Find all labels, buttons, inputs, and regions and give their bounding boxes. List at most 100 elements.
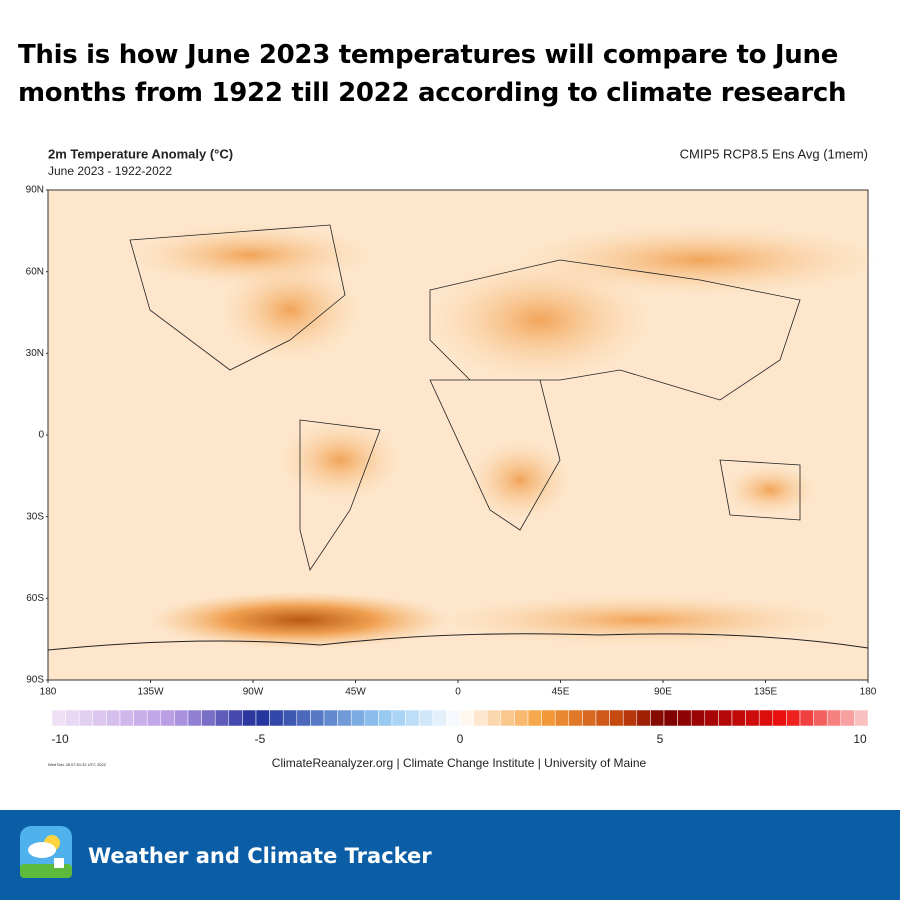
lat-label: 30S bbox=[26, 511, 44, 522]
colorbar-swatch bbox=[378, 709, 393, 727]
colorbar-swatch bbox=[758, 709, 774, 727]
colorbar-swatch bbox=[337, 709, 352, 727]
colorbar-swatch bbox=[106, 709, 121, 727]
colorbar-swatch bbox=[650, 709, 665, 727]
colorbar-swatch bbox=[92, 709, 107, 727]
colorbar-tick-label: 10 bbox=[853, 732, 867, 746]
lat-label: 30N bbox=[26, 348, 44, 359]
coastline bbox=[129, 224, 801, 571]
colorbar-swatch bbox=[568, 709, 583, 727]
lon-label: 135W bbox=[137, 687, 164, 698]
anomaly-region bbox=[220, 260, 360, 360]
colorbar-swatch bbox=[296, 709, 311, 727]
colorbar-swatch bbox=[65, 709, 80, 727]
colorbar-swatch bbox=[459, 709, 474, 727]
colorbar-swatch bbox=[582, 709, 597, 727]
map-area bbox=[47, 189, 880, 681]
anomaly-region bbox=[470, 440, 570, 520]
colorbar-tick-label: -10 bbox=[51, 732, 69, 746]
lat-label: 90S bbox=[26, 675, 44, 686]
app-icon bbox=[20, 826, 72, 878]
colorbar-swatch bbox=[364, 709, 379, 727]
lon-label: 45E bbox=[552, 687, 570, 698]
colorbar-swatch bbox=[242, 709, 257, 727]
colorbar-swatch bbox=[690, 709, 706, 727]
lon-label: 180 bbox=[40, 687, 57, 698]
lat-label: 90N bbox=[26, 185, 44, 196]
colorbar-swatch bbox=[500, 709, 515, 727]
colorbar-swatch bbox=[418, 709, 434, 727]
colorbar-swatch bbox=[473, 709, 488, 727]
colorbar-swatch bbox=[677, 709, 692, 727]
lon-label: 180 bbox=[860, 687, 877, 698]
lon-label: 45W bbox=[345, 687, 366, 698]
colorbar-swatch bbox=[78, 709, 94, 727]
colorbar: -10 -5 0 5 10 bbox=[51, 709, 869, 746]
colorbar-swatch bbox=[541, 709, 556, 727]
colorbar-swatch bbox=[786, 709, 801, 727]
colorbar-swatch bbox=[840, 709, 855, 727]
anomaly-region bbox=[440, 595, 840, 645]
colorbar-swatch bbox=[310, 709, 325, 727]
colorbar-swatch bbox=[214, 709, 230, 727]
colorbar-swatch bbox=[146, 709, 162, 727]
colorbar-swatch bbox=[405, 709, 420, 727]
coastline bbox=[47, 633, 869, 651]
colorbar-swatch bbox=[255, 709, 270, 727]
map-figure: 2m Temperature Anomaly (°C) June 2023 - … bbox=[26, 146, 880, 770]
lon-label: 90E bbox=[654, 687, 672, 698]
colorbar-swatch bbox=[228, 709, 243, 727]
colorbar-swatch bbox=[718, 709, 733, 727]
colorbar-swatch bbox=[636, 709, 651, 727]
colorbar-swatch bbox=[813, 709, 828, 727]
colorbar-swatch bbox=[269, 709, 284, 727]
anomaly-region bbox=[430, 260, 650, 380]
credit: ClimateReanalyzer.org | Climate Change I… bbox=[272, 756, 647, 770]
colorbar-swatch bbox=[704, 709, 719, 727]
colorbar-swatch bbox=[323, 709, 338, 727]
brand-name: Weather and Climate Tracker bbox=[88, 844, 432, 868]
anomaly-region bbox=[280, 420, 400, 500]
lon-label: 0 bbox=[455, 687, 461, 698]
colorbar-swatch bbox=[133, 709, 148, 727]
colorbar-swatch bbox=[514, 709, 529, 727]
colorbar-swatch bbox=[527, 709, 542, 727]
colorbar-swatch bbox=[391, 709, 406, 727]
anomaly-region bbox=[150, 592, 450, 648]
colorbar-swatch bbox=[826, 709, 842, 727]
colorbar-swatch bbox=[745, 709, 760, 727]
colorbar-swatch bbox=[772, 709, 787, 727]
colorbar-swatch bbox=[663, 709, 678, 727]
map-model: CMIP5 RCP8.5 Ens Avg (1mem) bbox=[680, 146, 868, 161]
map-title: 2m Temperature Anomaly (°C) bbox=[48, 146, 233, 161]
lat-label: 0 bbox=[38, 430, 44, 441]
footer-band bbox=[0, 810, 900, 900]
lat-label: 60N bbox=[26, 266, 44, 277]
colorbar-swatch bbox=[595, 709, 610, 727]
colorbar-swatch bbox=[350, 709, 366, 727]
colorbar-tick-label: -5 bbox=[255, 732, 266, 746]
colorbar-swatch bbox=[799, 709, 814, 727]
colorbar-swatch bbox=[486, 709, 502, 727]
colorbar-swatch bbox=[174, 709, 189, 727]
colorbar-swatch bbox=[160, 709, 175, 727]
map-subtitle: June 2023 - 1922-2022 bbox=[48, 164, 172, 178]
colorbar-swatch bbox=[731, 709, 746, 727]
colorbar-swatch bbox=[201, 709, 216, 727]
colorbar-swatch bbox=[609, 709, 624, 727]
colorbar-tick-label: 5 bbox=[657, 732, 664, 746]
colorbar-swatch bbox=[187, 709, 202, 727]
anomaly-region bbox=[725, 465, 815, 515]
lat-label: 60S bbox=[26, 593, 44, 604]
timestamp: Wed Dec 28 07:51:32 UTC 2022 bbox=[48, 762, 107, 767]
colorbar-swatch bbox=[51, 709, 66, 727]
colorbar-swatch bbox=[432, 709, 447, 727]
colorbar-swatch bbox=[119, 709, 134, 727]
colorbar-swatch bbox=[282, 709, 298, 727]
colorbar-swatch bbox=[622, 709, 638, 727]
page-title: This is how June 2023 temperatures will … bbox=[18, 40, 847, 108]
colorbar-swatch bbox=[854, 709, 869, 727]
colorbar-tick-label: 0 bbox=[457, 732, 464, 746]
